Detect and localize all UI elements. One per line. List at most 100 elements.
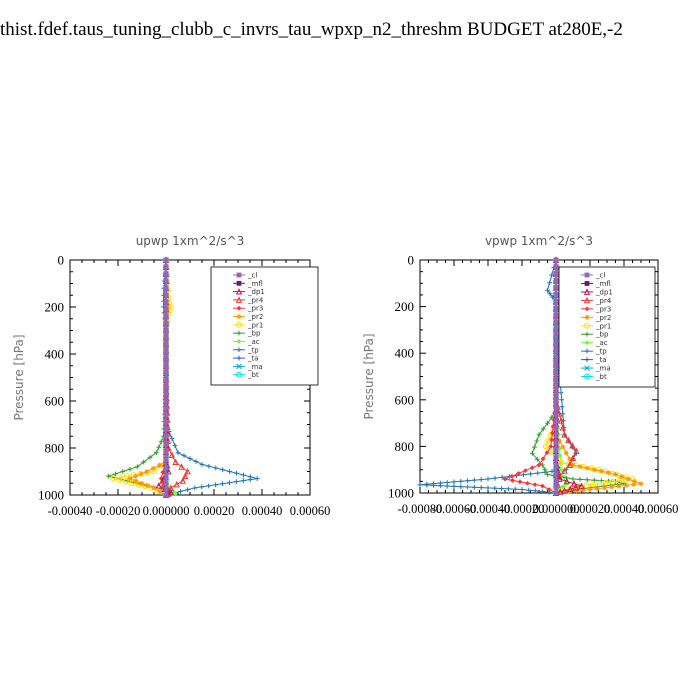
data-point_pr3	[536, 462, 542, 468]
data-point_tp	[499, 486, 504, 491]
legend-marker	[584, 340, 590, 346]
data-point_bp	[540, 426, 546, 432]
data-point_bp	[120, 469, 126, 474]
y-tick-label: 800	[45, 441, 65, 456]
data-point_tp	[220, 467, 226, 473]
data-point_cl	[163, 306, 169, 312]
data-point_cl	[163, 356, 169, 362]
data-point_tp	[465, 478, 470, 484]
data-point_bp	[545, 471, 550, 477]
legend-box	[210, 266, 319, 386]
data-point_cl	[553, 418, 559, 424]
y-tick-label: 600	[45, 394, 65, 409]
data-point_pr2	[606, 470, 611, 476]
data-point_tp	[206, 483, 212, 489]
legend-marker	[584, 322, 590, 329]
x-tick-label: -0.00080	[398, 502, 443, 516]
data-point_pr2	[560, 444, 566, 450]
legend-label: _pr2	[247, 313, 263, 321]
data-point_tp	[187, 456, 193, 461]
data-point_pr2	[602, 485, 607, 491]
legend-entry: _cl	[581, 272, 605, 280]
data-point_pr4	[565, 436, 572, 444]
data-point_dp1	[572, 484, 580, 491]
data-point_cl	[163, 480, 169, 486]
data-point_bp	[584, 477, 590, 483]
data-point_bp	[534, 438, 540, 444]
data-point_bp	[113, 471, 118, 477]
data-point_pr2	[145, 483, 151, 488]
data-point_pr1	[603, 479, 609, 486]
data-point_cl	[553, 355, 559, 361]
data-point_pr3	[540, 483, 545, 489]
data-point_tp	[472, 484, 477, 490]
series-group	[417, 256, 644, 496]
data-point_bp	[545, 420, 550, 426]
data-point_cl	[163, 377, 169, 383]
legend-label: _ta	[247, 355, 259, 363]
data-point_tp	[558, 390, 564, 396]
data-point_tp	[234, 479, 239, 485]
data-point_dp1	[578, 482, 585, 489]
data-point_pr3	[549, 430, 555, 436]
legend-label: _tp	[595, 348, 607, 356]
data-point_pr4	[179, 477, 187, 484]
data-point_tp	[547, 280, 553, 286]
data-point_pr2	[150, 465, 156, 471]
data-point_pr1	[129, 480, 136, 487]
data-point_cl	[163, 457, 169, 463]
data-point_bp	[134, 464, 140, 470]
data-point_cl	[163, 264, 169, 270]
data-point_pr2	[563, 450, 569, 456]
y-tick-label: 800	[395, 439, 415, 454]
data-point_cl	[163, 349, 169, 355]
data-point_dp1	[570, 480, 578, 487]
data-point_cl	[553, 404, 559, 410]
page-title: thist.fdef.taus_tuning_clubb_c_invrs_tau…	[0, 19, 623, 40]
data-point_tp	[199, 462, 205, 467]
data-point_pr2	[587, 487, 593, 492]
legend-label: _pr3	[595, 305, 611, 313]
data-point_tp	[240, 478, 246, 484]
data-point_pr2	[157, 462, 162, 468]
data-point_pr2	[594, 486, 600, 492]
x-tick-label: 0.000000	[533, 502, 580, 516]
data-point_pr1	[123, 473, 130, 480]
legend-entry: _ac	[581, 339, 608, 347]
data-point_pr3	[160, 469, 166, 475]
data-point_cl	[163, 321, 169, 326]
legend-entry: _cl	[233, 272, 257, 280]
legend-entry: _mfl	[233, 280, 263, 288]
legend-entry: _bp	[581, 331, 609, 339]
y-tick-label: 1000	[38, 488, 64, 503]
legend-entry: _pr3	[581, 305, 611, 313]
legend-entry: _ac	[233, 338, 260, 346]
data-point_pr2	[557, 438, 562, 444]
data-point_cl	[553, 447, 559, 453]
data-point_cl	[553, 299, 559, 305]
legend-box	[558, 266, 656, 388]
data-point_cl	[163, 370, 169, 376]
data-point_pr4	[559, 424, 567, 431]
legend-label: _pr4	[595, 297, 612, 305]
legend-label: _tp	[247, 346, 259, 354]
data-point_bp	[156, 444, 162, 450]
data-point_tp	[549, 468, 555, 474]
legend-label: _bp	[247, 330, 261, 338]
data-point_pr3	[529, 465, 535, 471]
data-point_cl	[163, 433, 169, 439]
data-point_pr2	[570, 462, 576, 468]
x-tick-label: 0.00060	[290, 504, 331, 518]
data-point_cl	[163, 328, 169, 333]
data-point_pr3	[523, 468, 528, 474]
legend-marker	[584, 314, 590, 320]
series_cl	[163, 257, 169, 498]
data-point_dp1	[563, 477, 570, 485]
data-point_tp	[213, 482, 218, 488]
data-point_pr1	[110, 475, 117, 482]
data-point_pr2	[133, 478, 139, 484]
legend-marker	[584, 365, 590, 371]
data-point_pr2	[139, 480, 145, 486]
x-tick-label: -0.00020	[96, 504, 141, 518]
